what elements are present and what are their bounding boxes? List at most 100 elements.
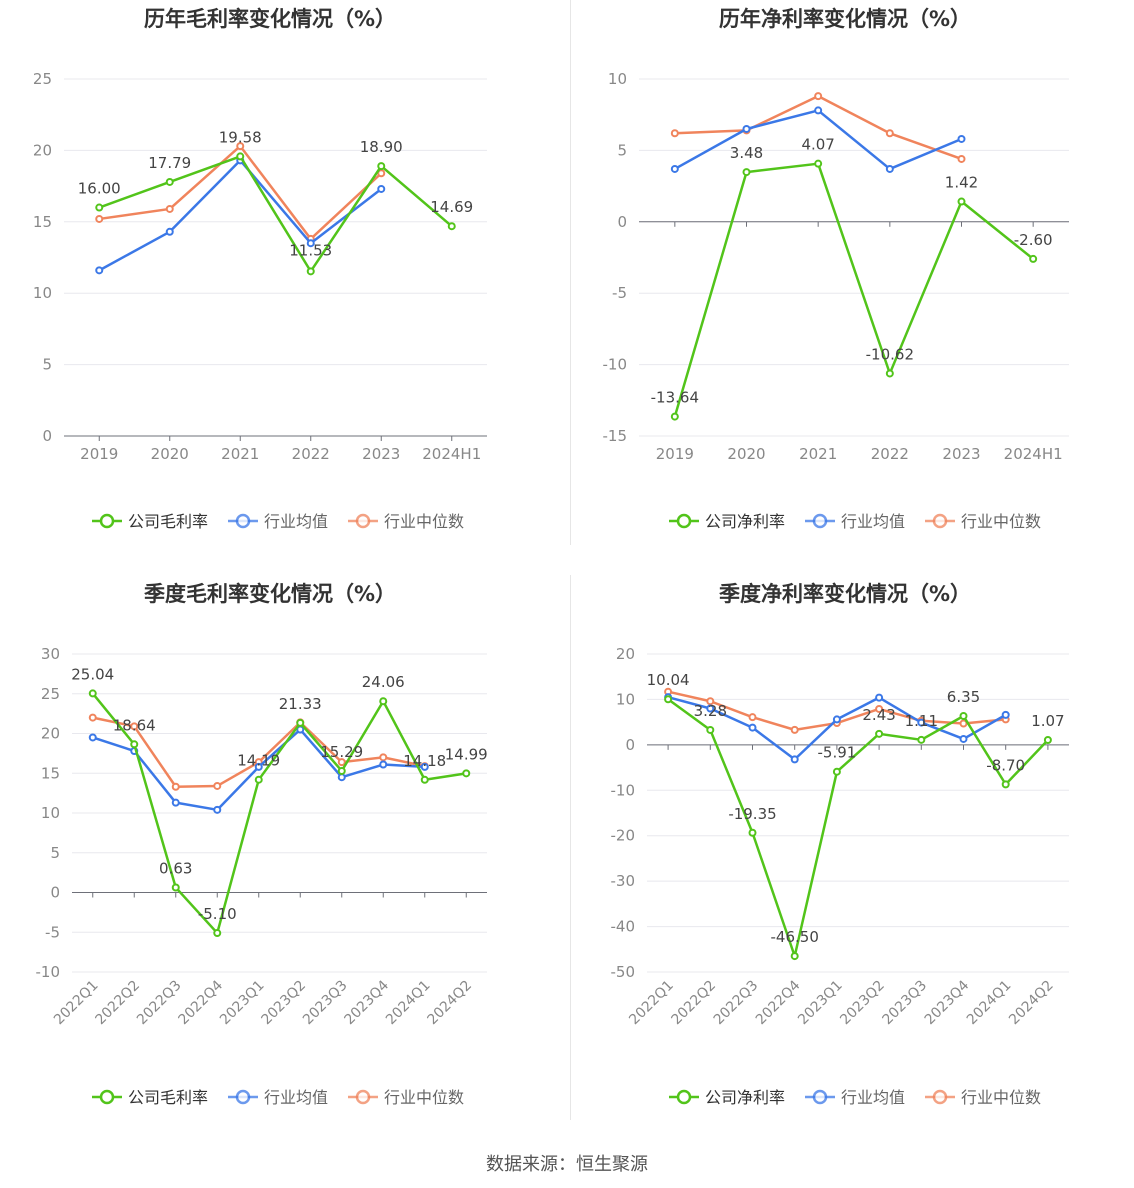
legend-swatch-marker [235, 513, 251, 529]
legend-label: 行业中位数 [961, 512, 1041, 531]
chart-title: 历年毛利率变化情况（%） [144, 7, 396, 31]
data-point [306, 267, 315, 276]
chart-title: 季度毛利率变化情况（%） [144, 582, 396, 606]
legend-swatch-marker [676, 1089, 692, 1105]
y-tick-label: -50 [611, 963, 636, 981]
data-point [88, 689, 97, 698]
data-label: 21.33 [279, 695, 322, 713]
data-point [236, 152, 245, 161]
data-point [130, 740, 139, 749]
data-point [790, 725, 799, 734]
data-point [917, 718, 926, 727]
legend-label: 公司净利率 [705, 512, 785, 531]
data-point [917, 735, 926, 744]
data-point [420, 762, 429, 771]
data-label: -8.70 [986, 756, 1025, 774]
data-label: -46.50 [771, 928, 819, 946]
y-tick-label: -40 [611, 918, 636, 936]
data-label: 0.63 [159, 859, 192, 877]
y-tick-label: 20 [41, 725, 60, 743]
legend-swatch-marker [355, 1089, 371, 1105]
legend-label: 公司毛利率 [128, 512, 208, 531]
data-point [875, 693, 884, 702]
data-point [213, 805, 222, 814]
data-point [296, 718, 305, 727]
data-point [832, 767, 841, 776]
data-point [664, 695, 673, 704]
series-line [98, 159, 383, 272]
legend-label: 行业中位数 [961, 1088, 1041, 1107]
data-point [95, 203, 104, 212]
data-point [337, 758, 346, 767]
x-tick-label: 2022Q1 [51, 978, 102, 1029]
x-tick-label: 2024Q1 [964, 978, 1015, 1029]
data-point [959, 712, 968, 721]
data-point [1001, 710, 1010, 719]
x-tick-label: 2022Q3 [134, 978, 185, 1029]
x-tick-label: 2022 [871, 445, 909, 463]
data-label: 16.00 [78, 180, 121, 198]
data-point [959, 734, 968, 743]
divider [570, 0, 571, 545]
y-tick-label: 10 [608, 70, 627, 88]
series-line [667, 698, 1049, 958]
data-point [95, 266, 104, 275]
y-tick-label: 15 [33, 213, 52, 231]
x-tick-label: 2022 [292, 445, 330, 463]
data-point [462, 769, 471, 778]
y-tick-label: 5 [50, 844, 60, 862]
legend-label: 行业均值 [841, 512, 905, 531]
x-tick-label: 2024H1 [1004, 445, 1063, 463]
y-tick-label: 0 [625, 736, 635, 754]
data-point [790, 952, 799, 961]
x-tick-label: 2023Q3 [300, 978, 351, 1029]
data-point [742, 124, 751, 133]
x-tick-label: 2023Q3 [880, 978, 931, 1029]
data-point [885, 129, 894, 138]
data-point [165, 177, 174, 186]
legend-swatch-marker [99, 1089, 115, 1105]
x-tick-label: 2022Q1 [626, 978, 677, 1029]
legend-swatch-marker [676, 513, 692, 529]
x-tick-label: 2023 [942, 445, 980, 463]
x-tick-label: 2021 [221, 445, 259, 463]
data-label: 18.90 [360, 138, 403, 156]
y-tick-label: 0 [50, 884, 60, 902]
data-label: 10.04 [647, 671, 690, 689]
data-point [875, 704, 884, 713]
data-point [706, 725, 715, 734]
data-label: 14.18 [403, 752, 446, 770]
data-point [171, 782, 180, 791]
legend-swatch-marker [932, 513, 948, 529]
y-tick-label: 25 [33, 70, 52, 88]
legend-swatch-marker [235, 1089, 251, 1105]
x-tick-label: 2023Q1 [217, 978, 268, 1029]
data-label: -2.60 [1014, 231, 1053, 249]
y-tick-label: 5 [42, 356, 52, 374]
data-label: 3.28 [694, 702, 727, 720]
x-tick-label: 2022Q4 [175, 977, 226, 1028]
data-label: -13.64 [651, 389, 699, 407]
x-tick-label: 2020 [727, 445, 765, 463]
chart-svg: 历年毛利率变化情况（%） 0 5 10 15 20 25 2019 2020 2021 2022 20… [33, 7, 487, 531]
data-point [875, 729, 884, 738]
data-point [213, 781, 222, 790]
data-point [748, 713, 757, 722]
data-point [447, 222, 456, 231]
x-tick-label: 2022Q4 [753, 977, 804, 1028]
data-point [1001, 780, 1010, 789]
chart-svg: 季度毛利率变化情况（%）-10-50510152025302022Q12022Q… [36, 582, 488, 1107]
data-point [957, 134, 966, 143]
data-label: 25.04 [71, 665, 114, 683]
data-point [670, 412, 679, 421]
legend-swatch-marker [932, 1089, 948, 1105]
data-point [337, 773, 346, 782]
data-point [885, 164, 894, 173]
series-line [673, 162, 1034, 417]
y-tick-label: -5 [45, 923, 60, 941]
x-tick-label: 2023Q2 [258, 978, 309, 1029]
data-point [742, 168, 751, 177]
y-tick-label: 15 [41, 764, 60, 782]
data-label: 3.48 [730, 144, 763, 162]
y-tick-label: 0 [617, 213, 627, 231]
